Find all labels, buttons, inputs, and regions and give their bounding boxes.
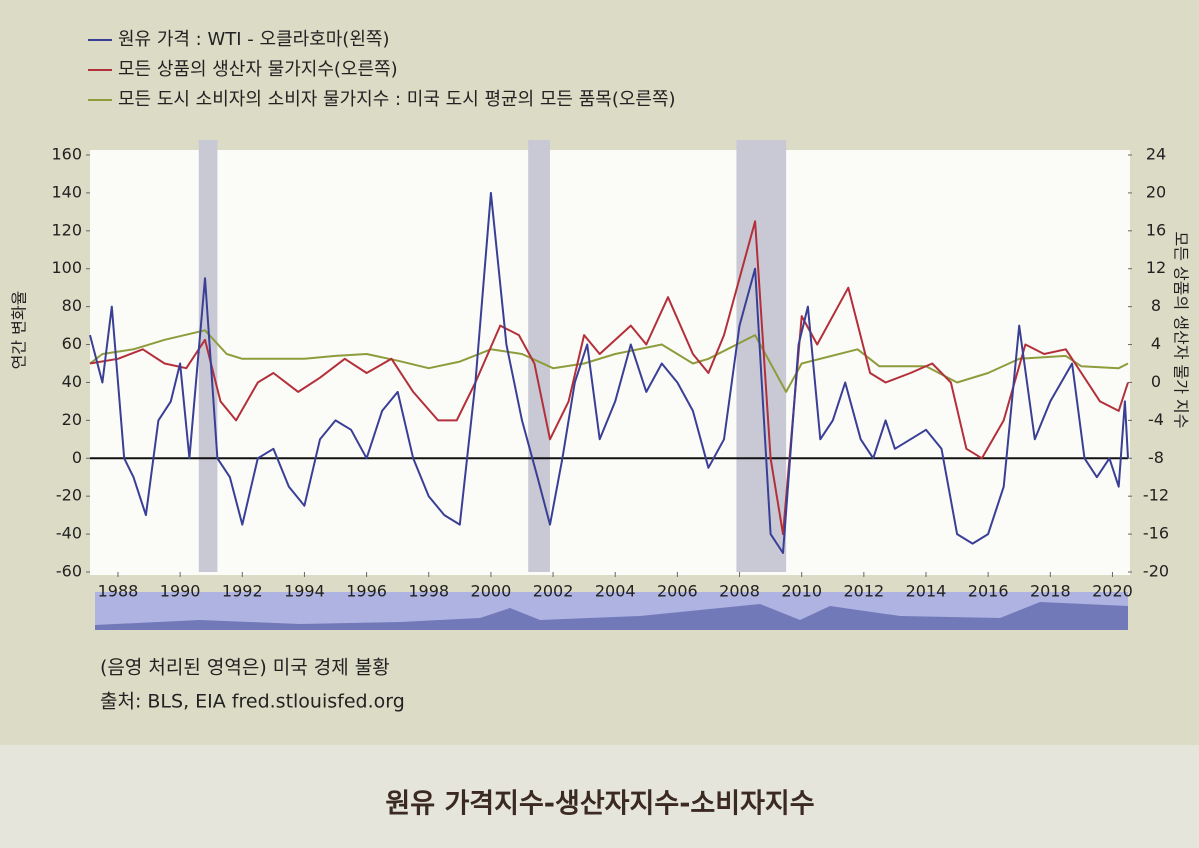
- x-tick-label: 1990: [160, 582, 201, 601]
- note: (음영 처리된 영역은) 미국 경제 불황: [100, 657, 390, 679]
- y2-tick-label: 4: [1151, 334, 1161, 353]
- x-tick-label: 2016: [968, 582, 1009, 601]
- y2-tick-label: -4: [1148, 410, 1164, 429]
- y-tick-label: 20: [62, 410, 82, 429]
- x-tick-label: 1994: [284, 582, 325, 601]
- y-tick-label: 40: [62, 372, 82, 391]
- navigator-area: [95, 602, 1128, 630]
- x-tick-label: 2004: [595, 582, 636, 601]
- y2-tick-label: 12: [1146, 258, 1166, 277]
- y-tick-label: -60: [56, 562, 82, 581]
- y-tick-label: 120: [51, 220, 82, 239]
- y2-tick-label: 24: [1146, 145, 1166, 164]
- series-line: [89, 220, 1129, 536]
- x-tick-label: 2008: [719, 582, 760, 601]
- y-axis-label: 연간 변화율: [10, 291, 29, 370]
- chart-title: 원유 가격지수-생산자지수-소비자지수: [385, 789, 814, 820]
- y-tick-label: 140: [51, 182, 82, 201]
- x-tick-label: 2002: [533, 582, 574, 601]
- y2-tick-label: -16: [1143, 524, 1169, 543]
- y2-tick-label: -12: [1143, 486, 1169, 505]
- y2-tick-label: -20: [1143, 562, 1169, 581]
- y2-tick-label: 8: [1151, 296, 1161, 315]
- y-tick-label: -40: [56, 524, 82, 543]
- x-tick-label: 2018: [1030, 582, 1071, 601]
- x-tick-label: 2010: [781, 582, 822, 601]
- y-tick-label: 60: [62, 334, 82, 353]
- x-tick-label: 1996: [346, 582, 387, 601]
- y-tick-label: 0: [72, 448, 82, 467]
- recession-band: [528, 140, 550, 572]
- x-tick-label: 1992: [222, 582, 263, 601]
- y-tick-label: -20: [56, 486, 82, 505]
- y2-tick-label: 0: [1151, 372, 1161, 391]
- legend-label: 모든 상품의 생산자 물가지수(오른쪽): [118, 59, 398, 80]
- plot-area: [90, 150, 1130, 575]
- y2-axis-label: 모든 상품의 생산자 물가 지수: [1172, 232, 1191, 429]
- x-tick-label: 2006: [657, 582, 698, 601]
- legend-label: 모든 도시 소비자의 소비자 물가지수 : 미국 도시 평균의 모든 품목(오른…: [118, 89, 676, 110]
- x-tick-label: 1998: [408, 582, 449, 601]
- y2-tick-label: 20: [1146, 182, 1166, 201]
- legend-label: 원유 가격 : WTI - 오클라호마(왼쪽): [118, 29, 389, 50]
- x-tick-label: 2020: [1092, 582, 1133, 601]
- source: 출처: BLS, EIA fred.stlouisfed.org: [100, 691, 405, 713]
- x-tick-label: 2012: [843, 582, 884, 601]
- series-line: [89, 191, 1129, 554]
- y-tick-label: 80: [62, 296, 82, 315]
- y2-tick-label: 16: [1146, 220, 1166, 239]
- x-tick-label: 2000: [471, 582, 512, 601]
- y2-tick-label: -8: [1148, 448, 1164, 467]
- series-line: [89, 329, 1129, 393]
- x-tick-label: 2014: [906, 582, 947, 601]
- x-tick-label: 1988: [98, 582, 139, 601]
- y-tick-label: 100: [51, 258, 82, 277]
- y-tick-label: 160: [51, 145, 82, 164]
